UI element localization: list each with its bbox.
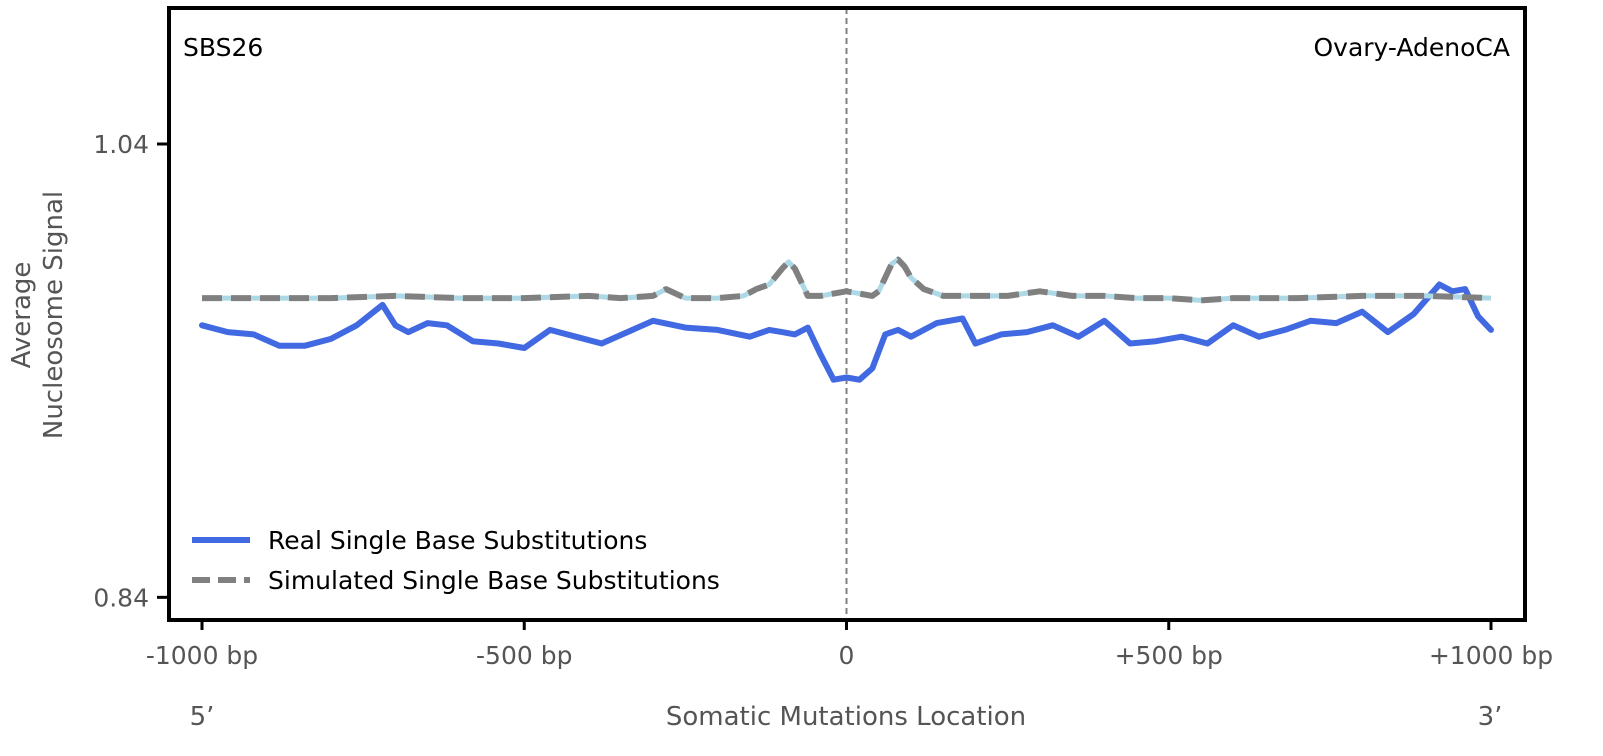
signature-label: SBS26 [183,33,263,62]
x-tick-label: 0 [839,641,855,670]
three-prime-label: 3’ [1478,702,1503,732]
y-tick-label: 0.84 [93,583,149,612]
tissue-label: Ovary-AdenoCA [1313,33,1510,62]
y-axis-title-line1: Average [7,262,37,369]
x-tick-label: +1000 bp [1429,641,1553,670]
legend-label-simulated: Simulated Single Base Substitutions [268,566,720,595]
x-axis-title: Somatic Mutations Location [666,702,1026,732]
plot-area [199,8,1494,620]
axes: -1000 bp -500 bp 0 +500 bp +1000 bp 0.84 1.04 [93,130,1553,670]
series-line-simulated [202,256,1492,304]
series-line-real [199,281,1494,383]
x-tick-label: -500 bp [476,641,572,670]
five-prime-label: 5’ [190,702,215,732]
y-axis-title-line2: Nucleosome Signal [39,191,69,439]
y-tick-label: 1.04 [93,130,149,159]
x-tick-label: +500 bp [1115,641,1223,670]
x-tick-label: -1000 bp [146,641,258,670]
legend-label-real: Real Single Base Substitutions [268,526,647,555]
legend: Real Single Base Substitutions Simulated… [192,526,720,595]
